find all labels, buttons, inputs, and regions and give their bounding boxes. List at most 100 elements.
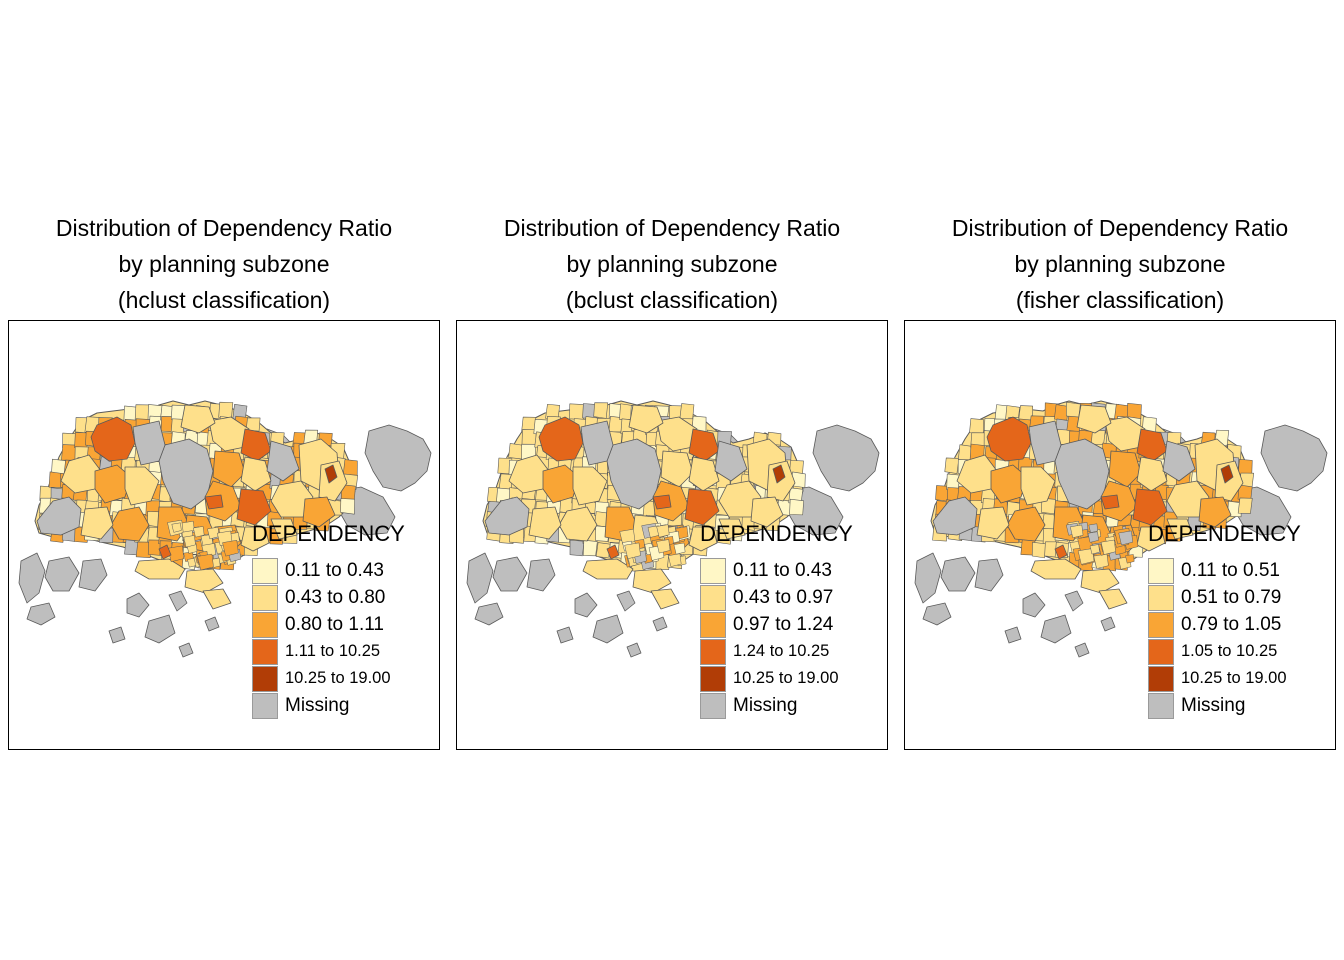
island-zone — [1074, 642, 1090, 658]
legend-label: 0.11 to 0.43 — [733, 559, 832, 581]
legend-item-class-2: 0.43 to 0.97 — [700, 584, 880, 611]
subzone — [1237, 459, 1253, 476]
legend-label: Missing — [285, 694, 350, 716]
island-zone — [1022, 592, 1046, 618]
planning-subzone — [1166, 518, 1194, 540]
legend-label: Missing — [733, 694, 798, 716]
planning-subzone — [986, 416, 1032, 462]
city-subzone — [1089, 544, 1100, 555]
island-zone — [18, 552, 46, 604]
legend-item-class-2: 0.43 to 0.80 — [252, 584, 432, 611]
planning-subzone — [718, 518, 746, 540]
title-line-2: by planning subzone — [566, 251, 778, 277]
high-ratio-subzone — [158, 544, 172, 560]
subzone — [679, 403, 695, 420]
panel-title: Distribution of Dependency Ratio by plan… — [456, 210, 888, 320]
map-panel-hclust: Distribution of Dependency Ratio by plan… — [8, 210, 440, 750]
planning-subzone — [240, 456, 272, 492]
planning-subzone — [688, 526, 718, 552]
legend-swatch — [252, 638, 278, 665]
map-legend: DEPENDENCY 0.11 to 0.51 0.51 to 0.79 0.7… — [1148, 519, 1328, 719]
island-zone — [168, 590, 188, 612]
title-line-1: Distribution of Dependency Ratio — [951, 215, 1289, 241]
legend-swatch — [1148, 557, 1174, 584]
legend-swatch — [252, 611, 278, 638]
subzone — [582, 539, 598, 557]
island-zone — [616, 590, 636, 612]
legend-label: Missing — [1181, 694, 1246, 716]
city-subzone — [656, 524, 670, 538]
choropleth-map — [466, 400, 880, 658]
island-zone — [922, 602, 952, 626]
planning-subzone — [1198, 496, 1232, 528]
island-zone — [652, 616, 668, 632]
legend-label: 1.05 to 10.25 — [1181, 642, 1278, 660]
planning-subzone — [580, 420, 614, 466]
island-zone — [78, 558, 108, 592]
island-zone — [592, 614, 624, 644]
planning-subzone — [484, 496, 530, 536]
planning-subzone — [266, 440, 300, 482]
planning-subzone — [302, 496, 336, 528]
subzone — [1066, 401, 1081, 419]
coastal-subzone — [632, 568, 672, 594]
subzone — [342, 459, 358, 476]
legend-item-class-3: 0.97 to 1.24 — [700, 611, 880, 638]
planning-subzone — [132, 420, 166, 466]
island-zone — [574, 592, 598, 618]
planning-subzone — [180, 404, 216, 434]
planning-subzone — [1108, 450, 1142, 488]
city-subzone — [673, 542, 686, 555]
city-subzone — [167, 545, 185, 563]
legend-title: DEPENDENCY — [700, 521, 853, 546]
island-zone — [466, 552, 494, 604]
subzone — [508, 443, 524, 460]
legend-item-class-1: 0.11 to 0.43 — [700, 557, 880, 584]
coastal-subzone — [1098, 588, 1128, 610]
planning-subzone — [124, 466, 160, 506]
island-zone — [1004, 626, 1022, 644]
planning-subzone — [1162, 440, 1196, 482]
legend-swatch — [252, 692, 278, 719]
map-legend: DEPENDENCY 0.11 to 0.43 0.43 to 0.80 0.8… — [252, 519, 432, 719]
island-zone — [474, 602, 504, 626]
planning-subzone — [90, 416, 136, 462]
coastal-subzone — [650, 588, 680, 610]
planning-subzone — [236, 488, 272, 526]
legend-label: 0.11 to 0.51 — [1181, 559, 1280, 581]
choropleth-map — [914, 400, 1328, 658]
island-zone — [1064, 590, 1084, 612]
coastal-subzone — [202, 588, 232, 610]
planning-subzone — [684, 488, 720, 526]
planning-subzone — [158, 438, 214, 510]
island-zone — [492, 556, 528, 592]
legend-item-class-4: 1.24 to 10.25 — [700, 638, 880, 665]
city-subzone — [1088, 523, 1098, 533]
city-subzone — [668, 553, 682, 567]
island-zone — [364, 424, 432, 492]
planning-subzone — [1136, 456, 1168, 492]
legend-label: 1.11 to 10.25 — [285, 642, 381, 660]
city-subzone — [222, 540, 239, 557]
map-layer — [18, 400, 432, 658]
high-ratio-subzone — [652, 494, 672, 510]
planning-subzone — [94, 464, 132, 504]
title-line-3: (bclust classification) — [565, 287, 779, 313]
planning-subzone — [80, 506, 114, 540]
city-subzone — [1087, 531, 1099, 543]
legend-item-missing: Missing — [252, 692, 432, 719]
planning-subzone — [660, 450, 694, 488]
island-zone — [44, 556, 80, 592]
legend-swatch — [252, 665, 278, 692]
legend-swatch — [1148, 638, 1174, 665]
planning-subzone — [240, 526, 270, 552]
legend-swatch — [700, 665, 726, 692]
legend-label: 0.80 to 1.11 — [285, 613, 384, 635]
planning-subzone — [976, 506, 1010, 540]
island-zone — [126, 592, 150, 618]
city-subzone — [656, 539, 671, 554]
island-zone — [556, 626, 574, 644]
legend-swatch — [700, 611, 726, 638]
island-zone — [626, 642, 642, 658]
planning-subzone — [688, 456, 720, 492]
